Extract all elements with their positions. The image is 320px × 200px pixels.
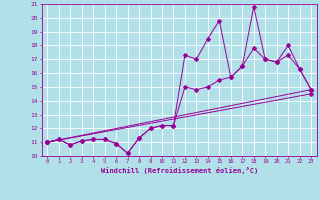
X-axis label: Windchill (Refroidissement éolien,°C): Windchill (Refroidissement éolien,°C): [100, 167, 258, 174]
